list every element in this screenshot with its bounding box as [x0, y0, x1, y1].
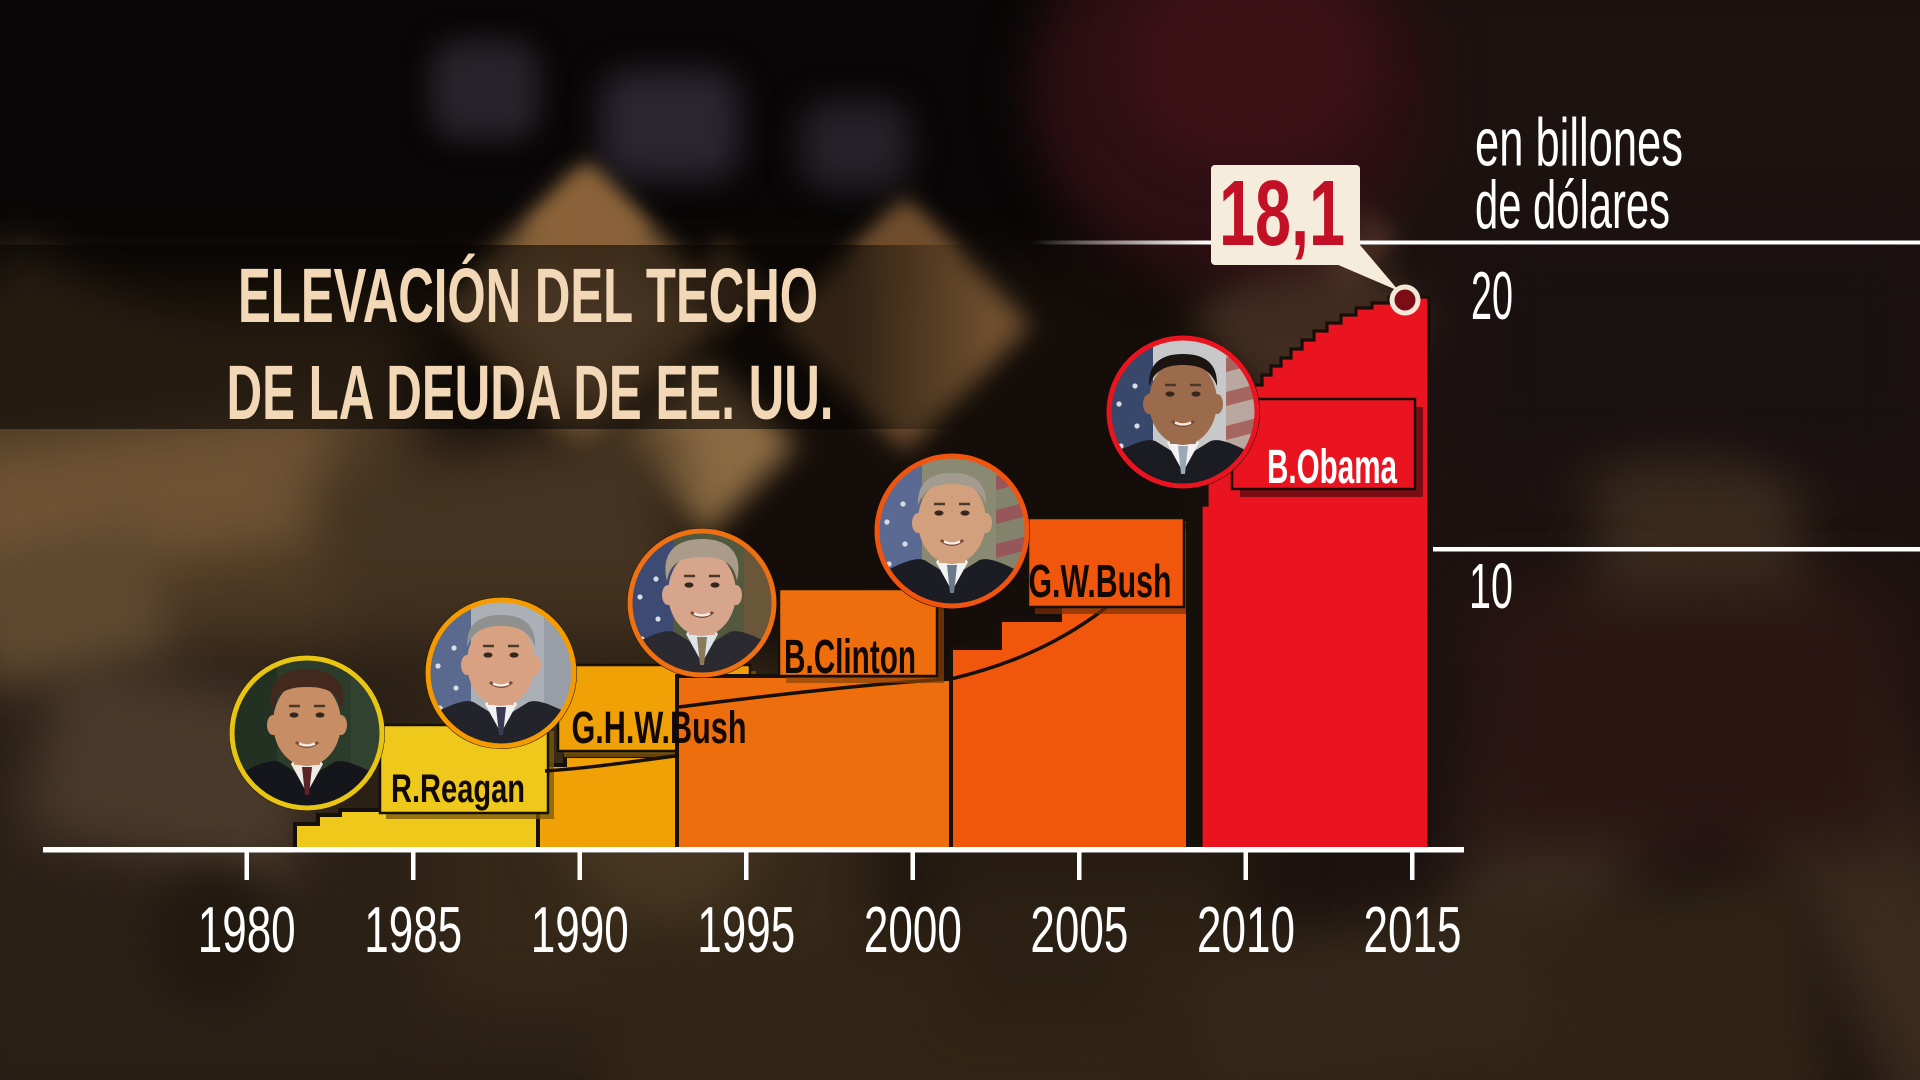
svg-text:2000: 2000	[864, 893, 962, 966]
svg-text:2005: 2005	[1030, 893, 1128, 966]
svg-text:R.Reagan: R.Reagan	[391, 767, 525, 811]
svg-text:B.Clinton: B.Clinton	[784, 631, 916, 684]
svg-text:G.W.Bush: G.W.Bush	[1029, 555, 1172, 607]
svg-text:G.H.W.Bush: G.H.W.Bush	[572, 702, 747, 753]
svg-text:1990: 1990	[531, 893, 629, 966]
svg-text:2010: 2010	[1197, 893, 1295, 966]
svg-text:B.Obama: B.Obama	[1267, 441, 1397, 494]
svg-text:1980: 1980	[198, 893, 296, 966]
svg-text:10: 10	[1469, 550, 1513, 622]
svg-text:de dólares: de dólares	[1475, 167, 1670, 243]
svg-text:DE LA DEUDA DE EE. UU.: DE LA DEUDA DE EE. UU.	[227, 350, 834, 436]
svg-text:18,1: 18,1	[1219, 161, 1345, 265]
svg-text:1995: 1995	[697, 893, 795, 966]
svg-text:2015: 2015	[1364, 893, 1462, 966]
svg-text:1985: 1985	[364, 893, 462, 966]
svg-text:en billones: en billones	[1475, 105, 1683, 181]
svg-text:ELEVACIÓN DEL TECHO: ELEVACIÓN DEL TECHO	[238, 253, 818, 339]
svg-text:20: 20	[1471, 258, 1513, 334]
